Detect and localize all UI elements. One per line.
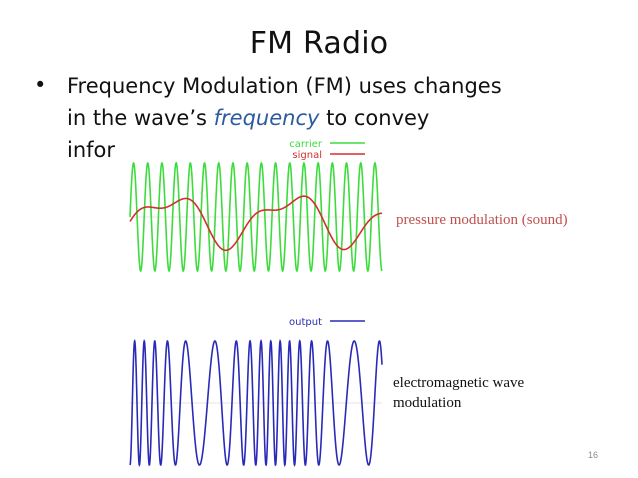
carrier-wave [129, 161, 383, 273]
pressure-annotation: pressure modulation (sound) [396, 212, 568, 228]
bottom-legend-background [282, 312, 368, 328]
signal-wave [129, 195, 383, 252]
output-legend-label: output [289, 317, 322, 328]
signal-legend-label: signal [292, 150, 322, 161]
output-wave [129, 338, 383, 468]
bullet-line-1: Frequency Modulation (FM) uses changes [67, 74, 502, 98]
slide-title: FM Radio [249, 26, 389, 61]
emphasis-word: frequency [213, 106, 320, 130]
em-annotation: electromagnetic wave modulation [393, 375, 525, 411]
carrier-legend-label: carrier [289, 139, 323, 150]
output-plot: output [127, 310, 385, 473]
carrier-signal-plot: carrier signal [127, 136, 385, 299]
line2-text-after: to convey [319, 106, 430, 130]
bullet-marker: • [34, 73, 47, 97]
line2-text-before: in the wave’s [67, 106, 214, 130]
bullet-line-3: infor [67, 138, 116, 162]
page-number: 16 [588, 450, 599, 460]
output-svg: output [129, 312, 383, 468]
bullet-line-2: in the wave’s frequency to convey [67, 105, 429, 131]
carrier-signal-svg: carrier signal [129, 138, 383, 273]
